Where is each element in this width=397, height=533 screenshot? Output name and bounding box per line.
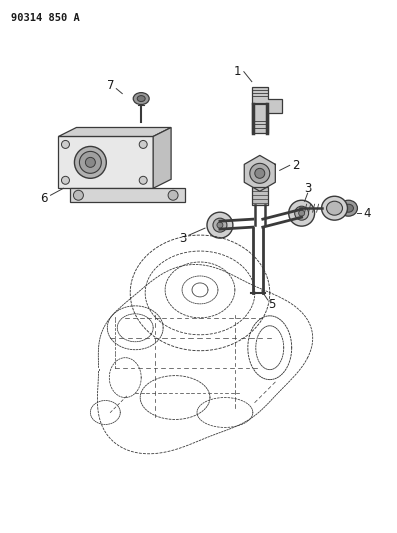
Ellipse shape <box>299 210 304 216</box>
Text: 2: 2 <box>292 159 299 172</box>
Text: 7: 7 <box>106 79 114 92</box>
Ellipse shape <box>73 190 83 200</box>
Ellipse shape <box>62 176 69 184</box>
Text: 90314 850 A: 90314 850 A <box>11 13 79 23</box>
Ellipse shape <box>79 151 101 173</box>
Polygon shape <box>252 87 282 133</box>
Ellipse shape <box>339 200 357 216</box>
Text: 6: 6 <box>40 192 47 205</box>
Ellipse shape <box>327 201 343 215</box>
Text: 3: 3 <box>179 232 187 245</box>
Text: 1: 1 <box>234 65 242 78</box>
Ellipse shape <box>207 212 233 238</box>
Ellipse shape <box>137 95 145 102</box>
Ellipse shape <box>139 140 147 148</box>
Ellipse shape <box>250 163 270 183</box>
Ellipse shape <box>168 190 178 200</box>
Ellipse shape <box>217 222 223 228</box>
Ellipse shape <box>62 140 69 148</box>
Ellipse shape <box>139 176 147 184</box>
Ellipse shape <box>295 206 308 220</box>
Polygon shape <box>153 127 171 188</box>
Ellipse shape <box>343 204 353 212</box>
Text: 3: 3 <box>304 182 311 195</box>
Polygon shape <box>58 127 171 136</box>
Bar <box>70 188 185 202</box>
Ellipse shape <box>74 147 106 179</box>
Ellipse shape <box>85 157 95 167</box>
Bar <box>252 187 268 205</box>
Ellipse shape <box>213 218 227 232</box>
Bar <box>58 136 153 188</box>
Ellipse shape <box>322 196 347 220</box>
Text: 5: 5 <box>268 298 276 311</box>
Ellipse shape <box>289 200 314 226</box>
Ellipse shape <box>255 168 265 179</box>
Polygon shape <box>244 156 275 191</box>
Text: 4: 4 <box>364 207 371 220</box>
Ellipse shape <box>133 93 149 104</box>
